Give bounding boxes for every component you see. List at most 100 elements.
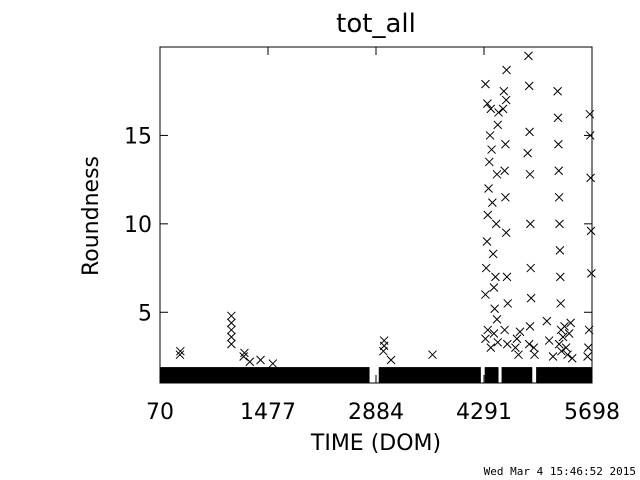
y-tick-label: 10	[124, 213, 152, 238]
data-point	[483, 210, 493, 220]
data-point	[483, 99, 492, 108]
data-point	[268, 359, 278, 368]
baseline-band-3	[501, 367, 533, 383]
data-point	[526, 293, 536, 303]
data-point	[586, 173, 595, 183]
data-point	[493, 120, 503, 130]
data-point	[525, 169, 535, 179]
data-point	[175, 346, 185, 356]
x-tick-label: 4291	[456, 400, 512, 425]
timestamp: Wed Mar 4 15:46:52 2015	[484, 465, 636, 478]
data-point	[227, 311, 236, 321]
data-point	[524, 51, 533, 61]
data-point	[523, 148, 533, 158]
data-point	[227, 325, 236, 335]
data-point	[486, 343, 496, 352]
data-point	[553, 113, 563, 123]
data-point	[566, 318, 576, 328]
data-point	[526, 219, 535, 229]
data-point	[502, 65, 511, 75]
data-point	[524, 81, 534, 91]
data-point	[556, 299, 566, 308]
data-point	[483, 325, 493, 335]
data-point	[489, 329, 499, 338]
axes: 70 1477 2884 4291 5698 5 10 15	[124, 47, 620, 425]
data-point	[256, 355, 265, 365]
data-point	[525, 127, 534, 137]
data-point	[481, 263, 491, 273]
data-point	[245, 357, 255, 367]
baseline-band-2	[484, 367, 499, 383]
data-point	[526, 263, 536, 273]
data-point	[525, 322, 535, 331]
data-point	[530, 350, 539, 360]
x-axis-label: TIME (DOM)	[310, 431, 441, 456]
baseline-band-0	[160, 367, 370, 383]
data-point	[428, 350, 437, 360]
data-point	[548, 352, 558, 361]
x-tick-label: 5698	[564, 400, 620, 425]
data-point	[499, 86, 509, 96]
data-point	[491, 272, 500, 282]
data-point	[227, 318, 236, 328]
plot-area	[160, 51, 596, 383]
data-point	[515, 327, 525, 337]
data-point	[240, 348, 249, 358]
data-point	[488, 249, 498, 259]
data-point	[563, 350, 572, 360]
data-point	[564, 329, 574, 338]
data-point	[379, 346, 388, 356]
data-point	[482, 237, 492, 246]
baseline-band-4	[536, 367, 592, 383]
data-point	[514, 350, 523, 360]
data-point	[558, 332, 568, 342]
data-point	[503, 299, 513, 308]
data-point	[491, 219, 501, 229]
data-point	[498, 104, 508, 114]
data-point	[511, 343, 520, 352]
data-point	[554, 339, 564, 349]
plot-frame	[159, 46, 593, 384]
data-point	[524, 339, 534, 349]
data-point	[555, 219, 564, 229]
data-point	[227, 332, 236, 342]
data-point	[501, 139, 510, 149]
data-point	[555, 272, 565, 282]
data-point	[583, 343, 593, 352]
data-point	[379, 336, 389, 345]
data-point	[489, 283, 499, 292]
data-point	[227, 339, 236, 349]
data-point	[587, 269, 596, 278]
data-point	[553, 86, 562, 96]
data-point	[485, 131, 495, 140]
data-point	[560, 322, 569, 331]
data-point	[561, 343, 571, 352]
data-point	[557, 346, 566, 356]
data-point	[488, 198, 497, 207]
x-tick-label: 70	[146, 400, 174, 425]
data-point	[239, 352, 249, 361]
data-point	[554, 192, 564, 202]
data-point	[500, 166, 510, 176]
data-point	[494, 108, 503, 117]
data-point	[554, 139, 563, 149]
x-tick-label: 2884	[348, 400, 404, 425]
data-point	[490, 304, 500, 314]
data-point	[542, 316, 552, 326]
data-point	[555, 246, 565, 255]
y-axis-label: Roundness	[79, 156, 104, 276]
data-point	[386, 355, 396, 365]
data-point	[502, 339, 512, 349]
data-point	[486, 104, 496, 114]
data-point	[583, 352, 592, 361]
data-point	[484, 184, 493, 193]
data-point	[585, 109, 595, 119]
data-point	[502, 272, 512, 282]
data-point	[492, 169, 502, 179]
chart-title: tot_all	[336, 9, 416, 39]
data-point	[492, 314, 502, 324]
data-point	[481, 290, 490, 299]
data-point	[481, 334, 490, 344]
data-point	[554, 166, 564, 176]
